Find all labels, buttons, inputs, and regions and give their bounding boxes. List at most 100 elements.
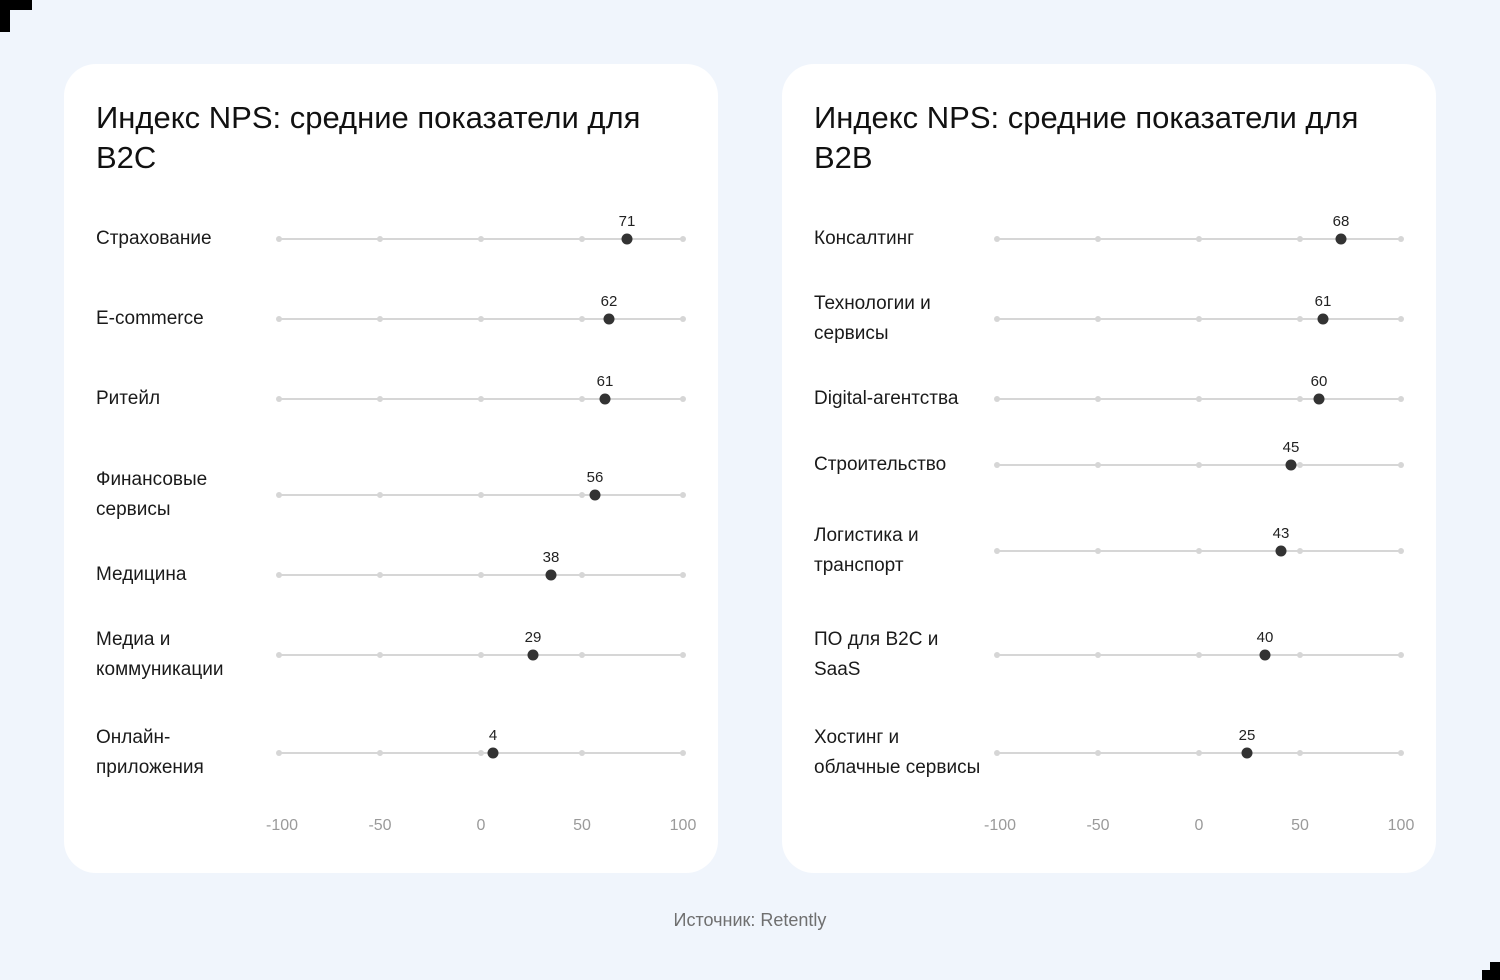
range-track: 38: [276, 549, 686, 581]
axis-tick-label: 50: [573, 817, 591, 834]
tick-dot: [1297, 316, 1303, 322]
tick-dot: [1095, 236, 1101, 242]
chart-title: Индекс NPS: средние показатели для B2C: [96, 100, 641, 175]
axis-tick-label: 100: [669, 817, 697, 834]
axis-tick-label: 0: [1194, 817, 1204, 834]
tick-dot: [680, 396, 686, 402]
tick-dot: [377, 572, 383, 578]
value-marker: [1241, 747, 1253, 759]
tick-dot: [1196, 396, 1202, 402]
tick-dot: [478, 492, 484, 498]
range-track: 71: [276, 213, 686, 245]
tick-dot: [680, 750, 686, 756]
value-label: 29: [524, 629, 542, 646]
tick-dot: [478, 572, 484, 578]
tick-dot: [1297, 236, 1303, 242]
tick-dot: [1297, 548, 1303, 554]
category-label: Страхование: [96, 228, 212, 249]
tick-dot: [1398, 750, 1404, 756]
category-label: Хостинг и облачные сервисы: [814, 727, 981, 778]
value-marker: [621, 233, 633, 245]
category-label: Строительство: [814, 454, 947, 475]
tick-dot: [478, 316, 484, 322]
range-track: 61: [994, 293, 1404, 325]
value-marker: [1317, 313, 1329, 325]
axis-tick-label: 0: [476, 817, 486, 834]
value-label: 61: [596, 373, 614, 390]
tick-dot: [1297, 396, 1303, 402]
tick-dot: [680, 316, 686, 322]
axis-tick-label: -100: [265, 817, 299, 834]
axis-tick-label: 50: [1291, 817, 1309, 834]
value-label: 43: [1272, 525, 1290, 542]
value-marker: [589, 489, 601, 501]
tick-dot: [1398, 316, 1404, 322]
tick-dot: [377, 396, 383, 402]
tick-dot: [276, 750, 282, 756]
tick-dot: [1095, 316, 1101, 322]
tick-dot: [579, 492, 585, 498]
tick-dot: [680, 652, 686, 658]
value-label: 45: [1282, 439, 1300, 456]
tick-dot: [276, 492, 282, 498]
tick-dot: [994, 462, 1000, 468]
tick-dot: [1297, 462, 1303, 468]
category-label: Digital-агентства: [814, 388, 959, 409]
tick-dot: [1095, 396, 1101, 402]
range-track: 4: [276, 727, 686, 759]
range-track: 25: [994, 727, 1404, 759]
tick-dot: [1398, 652, 1404, 658]
value-marker: [545, 569, 557, 581]
tick-dot: [276, 396, 282, 402]
corner-mark: [0, 0, 10, 32]
tick-dot: [994, 396, 1000, 402]
value-marker: [1259, 649, 1271, 661]
tick-dot: [579, 572, 585, 578]
category-label: Онлайн-приложения: [96, 727, 204, 778]
value-label: 61: [1314, 293, 1332, 310]
tick-dot: [1398, 548, 1404, 554]
tick-dot: [579, 236, 585, 242]
tick-dot: [1095, 548, 1101, 554]
value-label: 71: [618, 213, 636, 230]
tick-dot: [1196, 462, 1202, 468]
axis-tick-label: -100: [983, 817, 1017, 834]
value-marker: [1285, 459, 1297, 471]
range-track: 61: [276, 373, 686, 405]
value-label: 62: [600, 293, 618, 310]
tick-dot: [680, 236, 686, 242]
tick-dot: [1398, 462, 1404, 468]
value-label: 60: [1310, 373, 1328, 390]
tick-dot: [377, 750, 383, 756]
tick-dot: [579, 396, 585, 402]
axis-tick-label: 100: [1387, 817, 1415, 834]
tick-dot: [1196, 750, 1202, 756]
tick-dot: [1398, 396, 1404, 402]
tick-dot: [1095, 652, 1101, 658]
tick-dot: [1196, 236, 1202, 242]
tick-dot: [276, 572, 282, 578]
tick-dot: [276, 316, 282, 322]
axis-tick-label: -50: [1086, 817, 1110, 834]
category-label: Финансовые сервисы: [96, 469, 208, 520]
value-marker: [599, 393, 611, 405]
value-label: 68: [1332, 213, 1350, 230]
range-track: 29: [276, 629, 686, 661]
value-marker: [487, 747, 499, 759]
value-marker: [527, 649, 539, 661]
tick-dot: [377, 652, 383, 658]
value-label: 4: [488, 727, 498, 744]
range-track: 62: [276, 293, 686, 325]
tick-dot: [1095, 462, 1101, 468]
source-caption: Источник: Retently: [673, 910, 827, 930]
tick-dot: [680, 572, 686, 578]
tick-dot: [579, 316, 585, 322]
value-marker: [1275, 545, 1287, 557]
corner-mark: [0, 0, 32, 10]
range-track: 40: [994, 629, 1404, 661]
range-track: 56: [276, 469, 686, 501]
value-marker: [1313, 393, 1325, 405]
category-label: E-commerce: [96, 308, 204, 329]
category-label: Медицина: [96, 564, 187, 585]
chart-title: Индекс NPS: средние показатели для B2B: [814, 100, 1359, 175]
